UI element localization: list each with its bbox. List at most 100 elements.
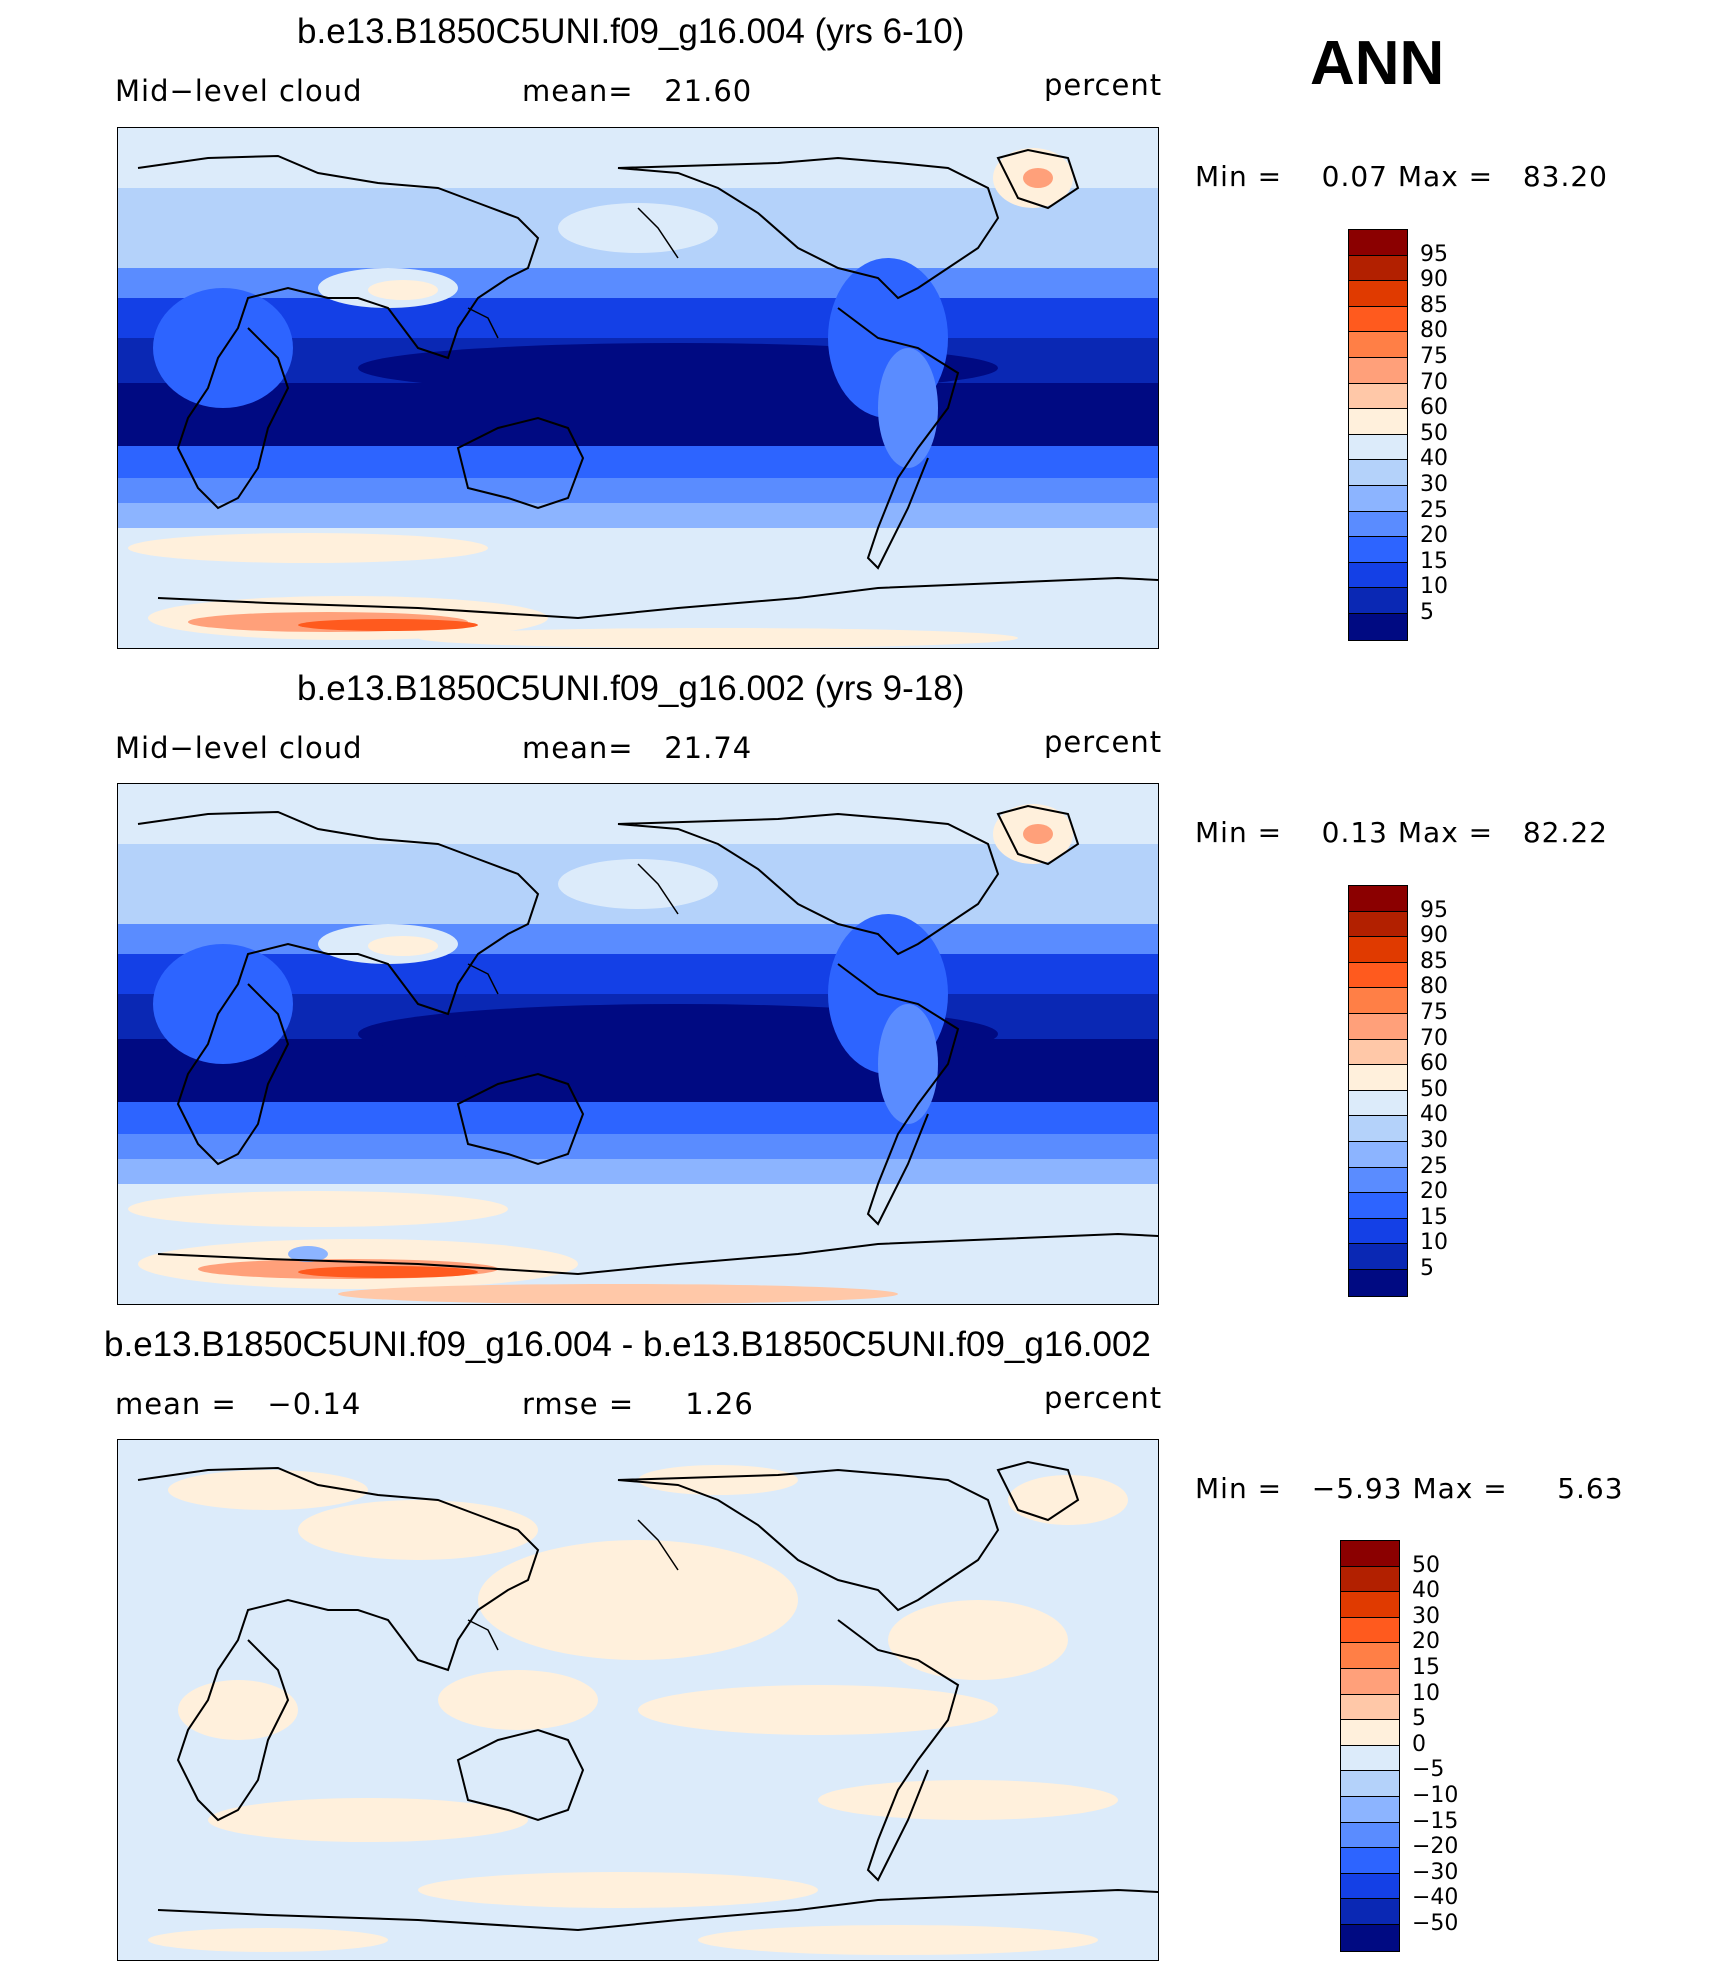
colorbar-tick-label: 70	[1420, 369, 1448, 395]
colorbar-swatch	[1349, 1141, 1407, 1168]
colorbar-swatch	[1341, 1924, 1399, 1951]
colorbar-swatch	[1349, 511, 1407, 538]
colorbar-swatch	[1349, 886, 1407, 912]
colorbar-swatch	[1349, 588, 1407, 614]
colorbar-tick-label: 0	[1412, 1731, 1426, 1757]
colorbar-swatch	[1341, 1668, 1399, 1695]
panel-3-colorbar	[1340, 1540, 1400, 1952]
colorbar-swatch	[1349, 1013, 1407, 1040]
colorbar-swatch	[1341, 1643, 1399, 1669]
colorbar-tick-label: 20	[1412, 1629, 1440, 1655]
colorbar-swatch	[1349, 1193, 1407, 1219]
panel-2-mean-label: mean= 21.74	[522, 731, 753, 765]
panel-2-title: b.e13.B1850C5UNI.f09_g16.002 (yrs 9-18)	[297, 669, 965, 708]
colorbar-swatch	[1349, 1244, 1407, 1270]
panel-2-map	[117, 783, 1159, 1305]
colorbar-tick-label: 95	[1420, 241, 1448, 267]
colorbar-tick-label: 5	[1420, 600, 1434, 625]
colorbar-swatch	[1349, 460, 1407, 486]
colorbar-tick-label: 90	[1420, 267, 1448, 293]
panel-3-minmax: Min = −5.93 Max = 5.63	[1195, 1472, 1624, 1505]
panel-1-mean-label: mean= 21.60	[522, 74, 753, 108]
colorbar-swatch	[1341, 1822, 1399, 1849]
colorbar-tick-label: 20	[1420, 1179, 1448, 1205]
colorbar-swatch	[1349, 962, 1407, 989]
colorbar-swatch	[1341, 1796, 1399, 1823]
panel-1-minmax: Min = 0.07 Max = 83.20	[1195, 160, 1608, 193]
colorbar-swatch	[1349, 1039, 1407, 1066]
colorbar-swatch	[1349, 613, 1407, 640]
colorbar-tick-label: 15	[1420, 548, 1448, 574]
colorbar-tick-label: 25	[1420, 497, 1448, 523]
colorbar-tick-label: 40	[1420, 1102, 1448, 1128]
colorbar-swatch	[1349, 562, 1407, 589]
colorbar-tick-label: 10	[1420, 1230, 1448, 1256]
colorbar-tick-label: 30	[1412, 1603, 1440, 1629]
colorbar-swatch	[1349, 281, 1407, 307]
colorbar-swatch	[1341, 1694, 1399, 1721]
colorbar-tick-label: 10	[1420, 574, 1448, 600]
panel-3-title: b.e13.B1850C5UNI.f09_g16.004 - b.e13.B18…	[104, 1325, 1151, 1364]
colorbar-tick-label: 75	[1420, 344, 1448, 369]
colorbar-swatch	[1349, 988, 1407, 1014]
colorbar-tick-label: 10	[1412, 1680, 1440, 1706]
colorbar-tick-label: −30	[1412, 1859, 1459, 1885]
panel-3-units-label: percent	[1044, 1381, 1163, 1415]
colorbar-tick-label: −20	[1412, 1834, 1459, 1860]
colorbar-tick-label: 50	[1412, 1552, 1440, 1578]
colorbar-swatch	[1349, 332, 1407, 358]
panel-3-map	[117, 1439, 1159, 1961]
colorbar-tick-label: 85	[1420, 948, 1448, 974]
panel-1-title: b.e13.B1850C5UNI.f09_g16.004 (yrs 6-10)	[297, 12, 965, 51]
colorbar-tick-label: 70	[1420, 1025, 1448, 1051]
colorbar-tick-label: 80	[1420, 974, 1448, 1000]
colorbar-swatch	[1341, 1592, 1399, 1618]
colorbar-swatch	[1349, 911, 1407, 938]
colorbar-swatch	[1349, 357, 1407, 384]
colorbar-swatch	[1349, 255, 1407, 282]
colorbar-swatch	[1349, 537, 1407, 563]
colorbar-swatch	[1349, 409, 1407, 435]
colorbar-tick-label: 90	[1420, 923, 1448, 949]
panel-2-units-label: percent	[1044, 725, 1163, 759]
colorbar-swatch	[1349, 1116, 1407, 1142]
colorbar-swatch	[1341, 1873, 1399, 1900]
colorbar-tick-label: 25	[1420, 1153, 1448, 1179]
colorbar-swatch	[1349, 230, 1407, 256]
panel-1-units-label: percent	[1044, 68, 1163, 102]
colorbar-swatch	[1349, 306, 1407, 333]
colorbar-swatch	[1349, 383, 1407, 410]
colorbar-swatch	[1341, 1566, 1399, 1593]
colorbar-swatch	[1341, 1899, 1399, 1925]
colorbar-swatch	[1341, 1541, 1399, 1567]
colorbar-tick-label: 60	[1420, 395, 1448, 421]
colorbar-swatch	[1349, 1218, 1407, 1245]
colorbar-tick-label: −50	[1412, 1911, 1459, 1936]
colorbar-swatch	[1349, 937, 1407, 963]
colorbar-swatch	[1341, 1617, 1399, 1644]
colorbar-swatch	[1349, 1269, 1407, 1296]
colorbar-tick-label: 80	[1420, 318, 1448, 344]
colorbar-tick-label: 50	[1420, 1076, 1448, 1102]
colorbar-tick-label: −40	[1412, 1885, 1459, 1911]
colorbar-swatch	[1341, 1720, 1399, 1746]
colorbar-swatch	[1349, 1065, 1407, 1091]
colorbar-tick-label: 50	[1420, 420, 1448, 446]
colorbar-swatch	[1341, 1745, 1399, 1772]
colorbar-tick-label: 15	[1412, 1655, 1440, 1680]
colorbar-tick-label: 30	[1420, 472, 1448, 497]
colorbar-tick-label: −5	[1412, 1757, 1445, 1783]
colorbar-swatch	[1341, 1771, 1399, 1797]
colorbar-swatch	[1341, 1848, 1399, 1874]
colorbar-swatch	[1349, 1090, 1407, 1117]
colorbar-tick-label: 85	[1420, 292, 1448, 318]
colorbar-tick-label: 5	[1420, 1256, 1434, 1281]
panel-2-minmax: Min = 0.13 Max = 82.22	[1195, 816, 1608, 849]
colorbar-tick-label: −10	[1412, 1783, 1459, 1808]
colorbar-tick-label: 60	[1420, 1051, 1448, 1077]
panel-1-colorbar	[1348, 229, 1408, 641]
panel-2-colorbar	[1348, 885, 1408, 1297]
panel-1-variable-label: Mid−level cloud	[115, 74, 363, 108]
panel-3-mean-label: mean = −0.14	[115, 1387, 362, 1421]
colorbar-tick-label: 75	[1420, 1000, 1448, 1025]
